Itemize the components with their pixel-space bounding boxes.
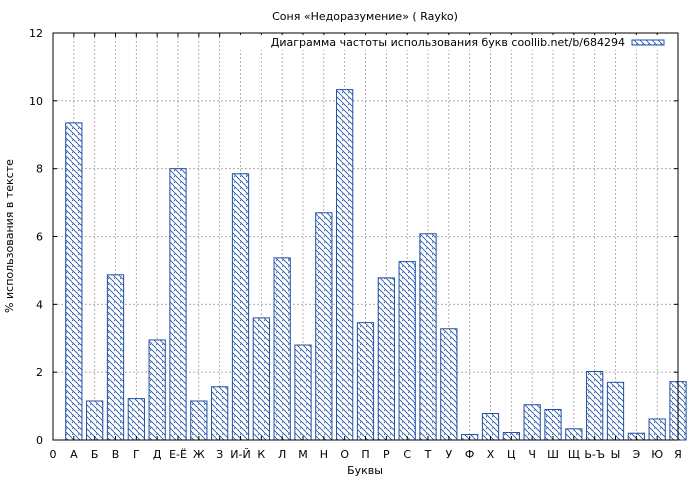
bar [148, 339, 166, 441]
bar [190, 400, 208, 441]
bar [86, 400, 104, 441]
x-tick-label: В [112, 448, 120, 461]
x-tick-label: Ш [547, 448, 559, 461]
legend: Диаграмма частоты использования букв coo… [240, 35, 674, 50]
x-tick-label: И-Й [230, 448, 250, 461]
x-tick-label: У [445, 448, 452, 461]
y-tick-label: 10 [29, 95, 43, 108]
bar [586, 370, 604, 441]
x-tick-label: Ф [465, 448, 474, 461]
legend-label: Диаграмма частоты использования букв coo… [271, 36, 625, 49]
x-axis: 0 А Б В Г Д Е-Ё Ж З И-Й К Л М Н О П Р С Т У Ф Х Ц Ч Ш Щ Ь-Ъ Ы Э Ю Я [50, 33, 682, 461]
bars [65, 89, 687, 441]
y-tick-label: 12 [29, 27, 43, 40]
x-tick-label: А [70, 448, 78, 461]
bar [127, 398, 145, 441]
bar [544, 408, 562, 441]
y-tick-label: 6 [36, 231, 43, 244]
y-tick-label: 4 [36, 298, 43, 311]
x-tick-label: Ч [528, 448, 536, 461]
bar [169, 168, 187, 441]
x-tick-label: С [403, 448, 411, 461]
bar [273, 257, 291, 441]
x-tick-label: 0 [50, 448, 57, 461]
x-tick-label: Л [278, 448, 286, 461]
x-tick-label: Е-Ё [169, 448, 187, 461]
bar [377, 277, 395, 441]
bar [106, 274, 125, 441]
x-tick-label: Х [487, 448, 495, 461]
x-tick-label: М [298, 448, 308, 461]
bar [231, 173, 250, 441]
chart-title: Соня «Недоразумение» ( Rayko) [272, 10, 458, 23]
bar [211, 386, 229, 441]
bar [440, 328, 458, 441]
legend-background [240, 35, 674, 50]
x-tick-label: Ц [507, 448, 516, 461]
x-tick-label: Ю [651, 448, 663, 461]
bar [315, 212, 333, 441]
grid [53, 33, 678, 440]
y-tick-label: 8 [36, 163, 43, 176]
x-tick-label: Н [320, 448, 328, 461]
x-tick-label: Ж [193, 448, 205, 461]
x-tick-label: Ь-Ъ [584, 448, 605, 461]
x-tick-label: Т [424, 448, 432, 461]
x-tick-label: Б [91, 448, 99, 461]
legend-swatch [631, 39, 665, 46]
y-axis: 0 2 4 6 8 10 12 [29, 27, 678, 447]
x-tick-label: Я [674, 448, 682, 461]
x-tick-label: Ы [611, 448, 621, 461]
x-tick-label: Г [133, 448, 140, 461]
x-tick-label: Д [153, 448, 162, 461]
bar [419, 233, 437, 441]
bar [252, 317, 270, 441]
y-tick-label: 2 [36, 366, 43, 379]
bar [294, 344, 312, 441]
x-tick-label: З [216, 448, 223, 461]
x-tick-label: Э [632, 448, 640, 461]
x-tick-label: П [361, 448, 369, 461]
x-tick-label: Щ [568, 448, 580, 461]
x-tick-label: О [340, 448, 349, 461]
bar [606, 381, 625, 441]
x-tick-label: К [257, 448, 265, 461]
bar [336, 89, 354, 441]
bar [65, 122, 83, 441]
bar [398, 261, 416, 441]
bar [523, 404, 541, 441]
x-axis-label: Буквы [347, 464, 383, 477]
x-tick-label: Р [383, 448, 390, 461]
bar [356, 322, 375, 441]
y-axis-label: % использования в тексте [3, 159, 16, 313]
y-tick-label: 0 [36, 434, 43, 447]
